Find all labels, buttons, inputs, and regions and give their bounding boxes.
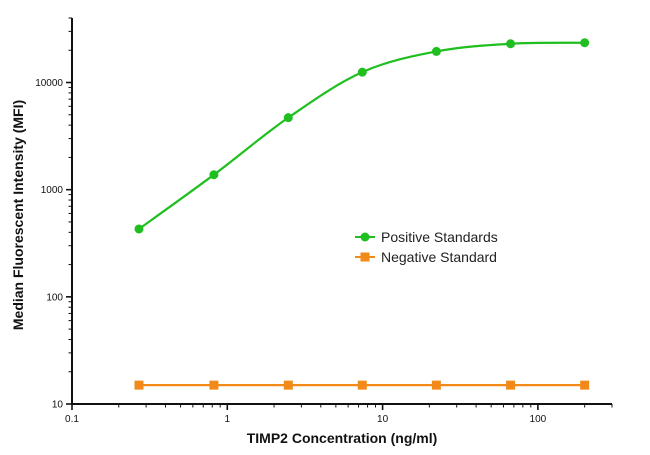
data-point	[357, 380, 367, 390]
x-tick-label: 10	[377, 414, 389, 425]
plot-area: 0.1 1 10 100 10 100 1000 10000	[35, 17, 613, 425]
x-tick-label: 100	[530, 414, 547, 425]
data-point	[580, 380, 590, 390]
legend-item-negative: Negative Standard	[355, 249, 497, 265]
y-tick-label: 100	[46, 292, 63, 303]
x-axis-title: TIMP2 Concentration (ng/ml)	[247, 430, 438, 446]
x-ticks: 0.1 1 10 100	[65, 404, 613, 425]
data-point	[209, 380, 219, 390]
legend-label-negative: Negative Standard	[381, 249, 497, 265]
y-tick-label: 1000	[41, 185, 64, 196]
data-point	[431, 380, 441, 390]
data-point	[506, 380, 516, 390]
legend-label-positive: Positive Standards	[381, 229, 498, 245]
legend-marker-negative	[360, 252, 370, 262]
data-point	[283, 380, 293, 390]
y-tick-label: 10	[52, 400, 64, 411]
y-axis-title: Median Fluorescent Intensity (MFI)	[10, 100, 26, 330]
data-point	[580, 38, 590, 48]
data-point	[506, 39, 516, 49]
y-ticks: 10 100 1000 10000	[35, 17, 72, 411]
legend-marker-positive	[360, 232, 370, 242]
x-tick-label: 1	[225, 414, 231, 425]
data-point	[209, 170, 219, 180]
legend-item-positive: Positive Standards	[355, 229, 498, 245]
y-tick-label: 10000	[35, 78, 63, 89]
data-point	[134, 380, 144, 390]
legend: Positive Standards Negative Standard	[355, 229, 498, 265]
series-positive-standards	[134, 38, 590, 234]
data-point	[134, 224, 144, 234]
x-tick-label: 0.1	[65, 414, 79, 425]
data-point	[357, 67, 367, 77]
series-negative-standard	[134, 380, 590, 390]
series-layer	[134, 38, 590, 390]
data-point	[431, 46, 441, 56]
data-point	[283, 113, 293, 123]
